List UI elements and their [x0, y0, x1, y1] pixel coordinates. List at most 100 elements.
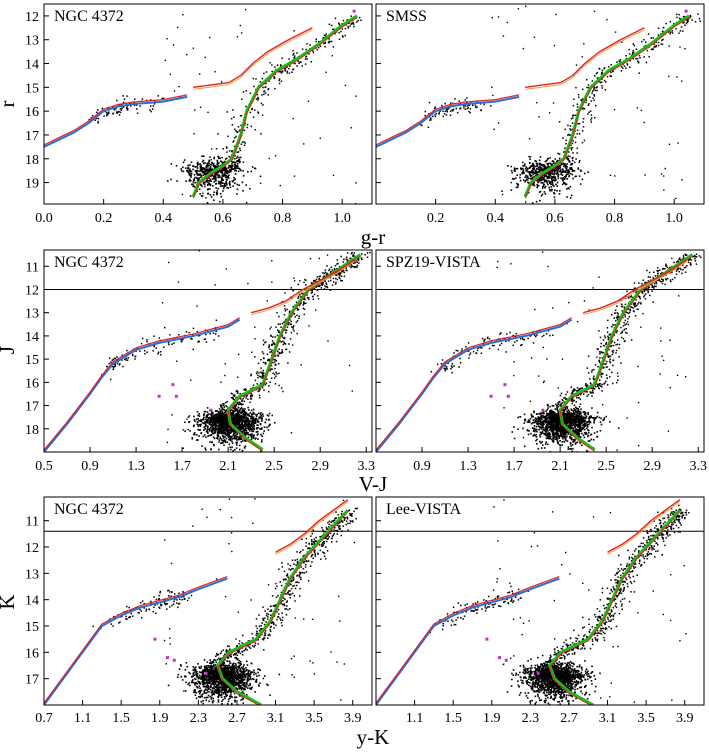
variable-star — [541, 408, 545, 412]
y-tick-label: 19 — [25, 177, 39, 192]
isochrone-rgb-track-alt — [192, 16, 358, 199]
x-tick-label: 0.0 — [35, 211, 53, 226]
panel-yk-2: 1.1 1.5 1.9 2.3 2.7 3.1 3.5 3.9 Lee-VISTA — [375, 496, 705, 726]
panel-vj-2: 0.9 1.3 1.7 2.1 2.5 2.9 3.3 SPZ19-VISTA — [375, 249, 707, 474]
x-tick-label: 2.9 — [311, 459, 329, 474]
panel-title: NGC 4372 — [54, 8, 124, 25]
x-tick-label: 1.5 — [444, 711, 462, 726]
isochrone-hb-red — [44, 576, 228, 704]
isochrone-rgb-track-alt — [549, 511, 681, 705]
y-tick-label: 17 — [25, 673, 39, 688]
x-tick-label: 0.7 — [35, 711, 53, 726]
variable-star — [352, 9, 356, 13]
panel-frame — [375, 496, 705, 706]
x-tick-label: 0.4 — [155, 211, 173, 226]
y-tick-label: 12 — [25, 10, 39, 25]
isochrone-agb-red — [250, 258, 356, 314]
x-tick-label: 0.8 — [606, 211, 624, 226]
x-tick-label: 1.9 — [151, 711, 169, 726]
x-tick-label: 1.3 — [127, 459, 145, 474]
isochrone-rgb-track — [548, 509, 682, 705]
y-tick-label: 16 — [25, 646, 39, 661]
y-axis-label: r — [0, 101, 19, 108]
isochrone-rgb-track — [191, 14, 358, 198]
plot-area — [376, 251, 704, 452]
isochrone-hb-blue — [376, 318, 573, 452]
isochrone-hb-red — [44, 317, 240, 451]
x-tick-label: 3.1 — [599, 711, 617, 726]
panel-frame — [375, 3, 705, 205]
variable-star — [172, 658, 176, 662]
x-tick-label: 1.3 — [459, 459, 477, 474]
variable-star — [684, 9, 688, 13]
variable-star — [485, 637, 489, 641]
panel-frame — [43, 496, 373, 706]
isochrone-agb-red — [524, 27, 645, 89]
x-tick-label: 2.5 — [265, 459, 283, 474]
variable-star — [204, 671, 208, 675]
x-tick-label: 2.3 — [190, 711, 208, 726]
plot-area — [44, 498, 372, 705]
isochrone-agb-red — [192, 27, 313, 89]
isochrone-hb-red — [376, 317, 572, 451]
x-tick-label: 2.3 — [522, 711, 540, 726]
isochrone-agb-orange — [607, 501, 681, 555]
isochrone-agb-red — [582, 258, 688, 314]
x-tick-label: 2.1 — [551, 459, 569, 474]
plot-area — [44, 8, 362, 204]
field-stars — [430, 251, 702, 452]
isochrone-hb-red — [44, 94, 188, 146]
x-tick-label: 0.9 — [81, 459, 99, 474]
variable-star — [165, 656, 169, 660]
plot-area — [44, 250, 372, 452]
y-tick-label: 14 — [25, 58, 39, 73]
panel-frame — [43, 3, 373, 205]
x-tick-label: 3.9 — [676, 711, 694, 726]
panel-gr-1: 0.0 0.2 0.4 0.6 0.8 1.0 12 13 14 15 16 17 18 19 NGC 43… — [25, 3, 373, 226]
y-tick-label: 18 — [25, 153, 39, 168]
variable-star — [489, 394, 493, 398]
variable-star — [157, 394, 161, 398]
x-axis-label: y-K — [357, 725, 390, 749]
variable-star — [504, 658, 508, 662]
variable-star — [174, 394, 178, 398]
x-tick-label: 2.7 — [560, 711, 578, 726]
isochrone-rgb-track-alt — [217, 511, 349, 705]
isochrone-agb-orange — [275, 501, 349, 555]
x-tick-label: 3.1 — [267, 711, 285, 726]
x-tick-label: 1.9 — [483, 711, 501, 726]
x-tick-label: 3.9 — [344, 711, 362, 726]
x-tick-label: 1.7 — [505, 459, 523, 474]
panel-title: SPZ19-VISTA — [386, 254, 481, 271]
x-tick-label: 0.9 — [413, 459, 431, 474]
y-tick-label: 13 — [25, 567, 39, 582]
x-tick-label: 1.1 — [74, 711, 92, 726]
panel-title: SMSS — [386, 8, 427, 25]
y-tick-label: 13 — [25, 34, 39, 49]
panel-title: NGC 4372 — [54, 254, 124, 271]
x-tick-label: 2.5 — [597, 459, 615, 474]
panel-title: NGC 4372 — [54, 501, 124, 518]
panel-title: Lee-VISTA — [386, 501, 462, 518]
field-stars — [419, 5, 701, 204]
field-stars — [101, 250, 371, 452]
y-tick-label: 12 — [25, 541, 39, 556]
y-tick-label: 17 — [25, 129, 39, 144]
variable-star — [171, 383, 175, 387]
x-tick-label: 3.3 — [689, 459, 707, 474]
isochrone-hb-blue — [44, 577, 228, 705]
x-axis-label: V-J — [359, 472, 387, 496]
y-axis-label: J — [0, 346, 19, 354]
isochrone-rgb-track-alt — [524, 16, 690, 199]
y-tick-label: 15 — [25, 353, 39, 368]
y-axis-label: K — [0, 594, 19, 609]
variable-star — [536, 671, 540, 675]
isochrone-agb-red — [607, 499, 681, 553]
variable-star — [209, 408, 213, 412]
x-tick-label: 0.8 — [274, 211, 292, 226]
panel-gr-2: 0.2 0.4 0.6 0.8 1.0 SMSS — [375, 3, 705, 226]
x-tick-label: 0.6 — [546, 211, 564, 226]
y-tick-label: 16 — [25, 105, 39, 120]
y-tick-label: 14 — [25, 594, 39, 609]
panel-frame — [43, 249, 373, 453]
